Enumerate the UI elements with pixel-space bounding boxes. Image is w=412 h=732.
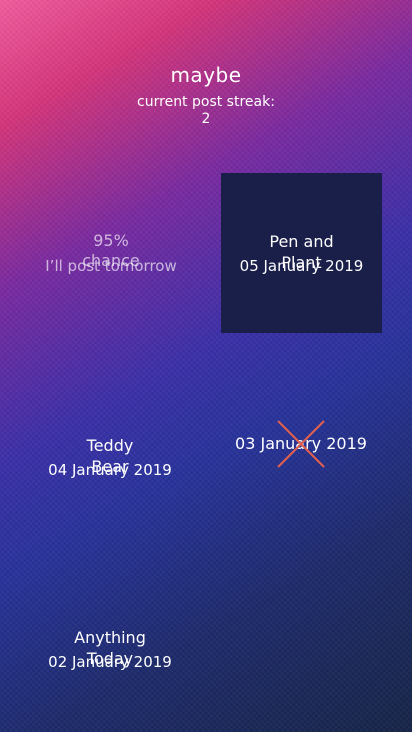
- forecast-text: I’ll post tomorrow: [45, 257, 177, 275]
- page-title: maybe: [170, 63, 242, 87]
- post-title: Pen and Plant: [269, 232, 334, 272]
- post-tile[interactable]: Teddy Bear 04 January 2019: [30, 377, 190, 537]
- streak-value: 2: [201, 111, 211, 127]
- post-title: Teddy Bear: [86, 436, 134, 476]
- forecast-tile: 95% chance I’ll post tomorrow: [31, 173, 191, 333]
- post-tile-missed[interactable]: 03 January 2019: [221, 364, 381, 524]
- post-date: 02 January 2019: [48, 653, 172, 671]
- streak-label: current post streak:: [137, 94, 275, 110]
- header: maybe current post streak: 2: [0, 62, 412, 128]
- missed-cross-icon: [277, 420, 325, 468]
- forecast-percent: 95% chance: [82, 231, 140, 270]
- post-date: 04 January 2019: [48, 461, 172, 479]
- post-date: 05 January 2019: [239, 257, 364, 275]
- post-title: Anything Today: [74, 628, 146, 668]
- post-tile[interactable]: Anything Today 02 January 2019: [30, 569, 190, 729]
- post-tile-selected[interactable]: Pen and Plant 05 January 2019: [221, 173, 382, 333]
